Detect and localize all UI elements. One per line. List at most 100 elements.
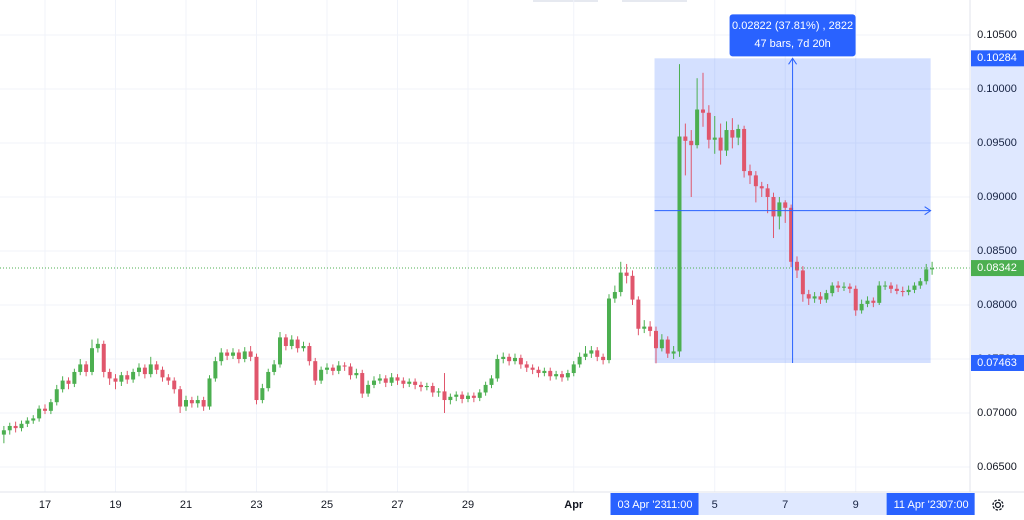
x-tick-label: 5 xyxy=(712,499,718,511)
candle-body xyxy=(277,337,282,365)
candle-body xyxy=(706,112,711,140)
candle-body xyxy=(84,364,89,372)
time-tag-date: 11 Apr '23 xyxy=(894,499,942,511)
candle-body xyxy=(747,171,752,176)
candle-body xyxy=(677,136,682,352)
x-tick-label: 29 xyxy=(462,499,474,511)
candle-body xyxy=(601,356,606,361)
candle-body xyxy=(841,286,846,288)
candle-body xyxy=(818,296,823,300)
candle-body xyxy=(554,374,559,377)
candle-body xyxy=(324,367,329,370)
x-tick-label: 17 xyxy=(39,499,51,511)
candle-body xyxy=(606,298,611,361)
y-tick-label: 0.10000 xyxy=(977,83,1017,95)
candle-body xyxy=(366,384,371,394)
toolbar-button[interactable] xyxy=(533,0,598,2)
candle-body xyxy=(442,391,447,401)
candle-body xyxy=(1,430,6,435)
candle-body xyxy=(724,130,729,151)
candle-body xyxy=(307,346,312,362)
candle-body xyxy=(753,175,758,187)
candle-body xyxy=(489,378,494,385)
candle-body xyxy=(189,400,194,404)
candle-body xyxy=(930,268,935,270)
candle-body xyxy=(166,377,171,381)
price-tag-label: 0.07463 xyxy=(977,357,1017,369)
candle-body xyxy=(13,425,18,429)
candle-body xyxy=(348,366,353,376)
candle-body xyxy=(483,384,488,393)
x-tick-label: 27 xyxy=(391,499,403,511)
candle-body xyxy=(683,136,688,141)
time-tag xyxy=(610,493,699,515)
candle-body xyxy=(888,285,893,289)
candle-body xyxy=(31,418,36,421)
candle-body xyxy=(630,275,635,300)
candle-body xyxy=(377,378,382,381)
time-tag-time: 11:00 xyxy=(666,499,693,511)
y-tick-label: 0.10500 xyxy=(977,29,1017,41)
candle-body xyxy=(577,356,582,365)
candle-body xyxy=(794,261,799,271)
candle-body xyxy=(665,339,670,354)
candle-body xyxy=(436,391,441,393)
measure-time-band xyxy=(610,493,970,515)
candle-body xyxy=(512,357,517,362)
candle-body xyxy=(559,374,564,378)
candle-body xyxy=(618,272,623,293)
candle-body xyxy=(847,286,852,289)
x-tick-label: 9 xyxy=(853,499,859,511)
candle-body xyxy=(448,396,453,401)
y-tick-label: 0.08500 xyxy=(977,245,1017,257)
candle-body xyxy=(507,356,512,362)
candle-body xyxy=(642,326,647,329)
candle-body xyxy=(113,378,118,382)
y-tick-label: 0.06500 xyxy=(977,461,1017,473)
candle-body xyxy=(183,400,188,407)
candle-body xyxy=(101,343,106,372)
candle-body xyxy=(160,369,165,378)
time-tag-time: 07:00 xyxy=(941,499,969,511)
candle-body xyxy=(542,370,547,374)
candle-body xyxy=(524,364,529,368)
candle-body xyxy=(806,294,811,299)
measure-line2: 47 bars, 7d 20h xyxy=(754,38,830,50)
candle-body xyxy=(648,326,653,331)
candle-body xyxy=(78,364,83,372)
candle-body xyxy=(289,339,294,347)
candle-body xyxy=(383,378,388,383)
candle-body xyxy=(43,408,48,411)
candle-body xyxy=(718,137,723,151)
candle-body xyxy=(248,351,253,357)
candle-body xyxy=(242,351,247,359)
candle-body xyxy=(360,373,365,394)
candle-body xyxy=(530,367,535,370)
candle-body xyxy=(125,375,130,380)
candle-body xyxy=(430,385,435,393)
candle-body xyxy=(395,377,400,381)
candle-body xyxy=(54,389,59,403)
candle-body xyxy=(19,423,24,429)
measure-line1: 0.02822 (37.81%) , 2822 xyxy=(732,20,853,32)
candle-body xyxy=(824,293,829,300)
candle-body xyxy=(413,381,418,385)
candle-body xyxy=(812,296,817,299)
settings-icon[interactable] xyxy=(992,499,1004,511)
candle-body xyxy=(859,303,864,311)
candle-body xyxy=(225,352,230,356)
candle-body xyxy=(777,202,782,217)
candle-body xyxy=(266,371,271,389)
candle-body xyxy=(495,358,500,379)
candle-body xyxy=(172,380,177,390)
candle-body xyxy=(653,330,658,349)
candle-body xyxy=(131,371,136,380)
candle-body xyxy=(883,285,888,287)
candle-body xyxy=(595,350,600,357)
toolbar-button[interactable] xyxy=(622,0,687,2)
candle-body xyxy=(48,402,53,411)
candle-body xyxy=(918,281,923,286)
x-tick-label: 23 xyxy=(250,499,262,511)
candle-body xyxy=(154,364,159,370)
candle-body xyxy=(142,367,147,375)
